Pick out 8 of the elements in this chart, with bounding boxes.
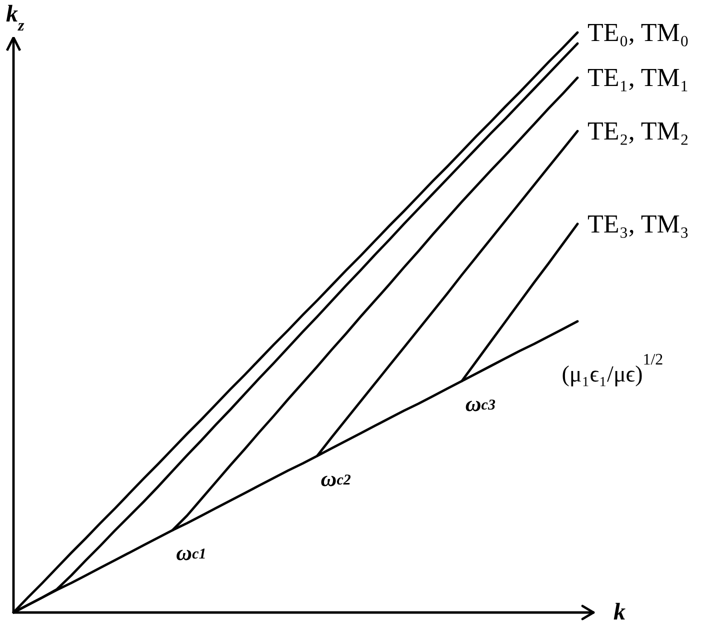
x-axis-title: k [614,600,626,622]
series-label: TE₁, TM₁ [588,63,689,92]
annotation: ωc1 [176,540,206,566]
annotation: ωc3 [465,391,496,416]
series-label: TE₃, TM₃ [588,209,689,238]
series-label: TE₀, TM₀ [588,18,689,47]
series-label: TE₂, TM₂ [588,116,689,146]
annotation: ωc2 [320,466,352,491]
